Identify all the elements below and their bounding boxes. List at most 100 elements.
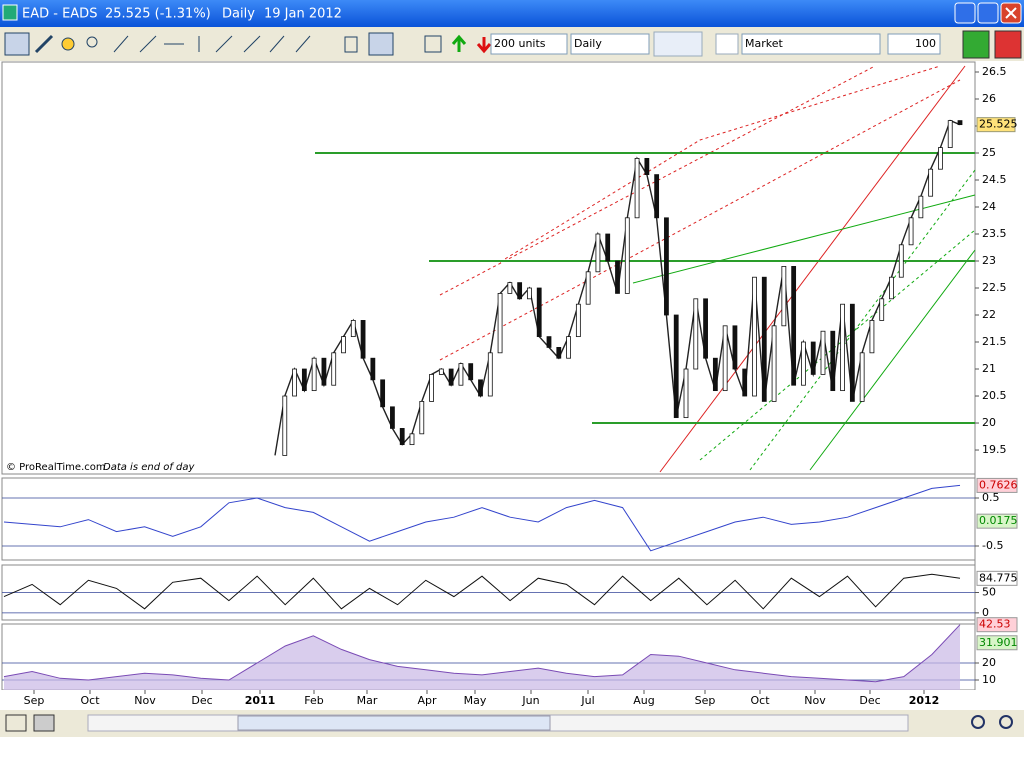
candle — [311, 357, 317, 392]
price-panel — [1, 61, 976, 475]
candle — [898, 244, 904, 278]
x-tick-label: Nov — [134, 694, 156, 707]
candle — [341, 336, 346, 354]
candle — [840, 303, 845, 392]
drawing-tools[interactable] — [113, 35, 311, 53]
candle — [478, 379, 483, 397]
y-tick-label: 20.5 — [982, 389, 1007, 402]
y-tick-label: 24 — [982, 200, 996, 213]
candle — [507, 282, 513, 294]
zoom-out-button[interactable] — [971, 715, 985, 729]
last-price-box — [976, 117, 1016, 133]
candle — [634, 157, 640, 219]
candle — [908, 217, 914, 246]
indicator-button[interactable] — [653, 31, 703, 57]
y-tick-label: 21.5 — [982, 335, 1007, 348]
candle — [801, 341, 806, 386]
candle — [810, 341, 816, 375]
value-box — [976, 513, 1018, 529]
timeframe-select[interactable] — [570, 33, 650, 55]
buy-arrow[interactable] — [451, 34, 467, 52]
scroll-thumb[interactable] — [237, 715, 551, 731]
candle — [605, 233, 611, 262]
quantity-input[interactable] — [887, 33, 941, 55]
zoom-tool[interactable] — [86, 36, 98, 48]
candle — [585, 271, 591, 305]
value-label: 0.0175 — [979, 514, 1018, 527]
order-type-select[interactable] — [741, 33, 881, 55]
zoom-in-button[interactable] — [999, 715, 1013, 729]
toolbar-icons — [4, 32, 492, 56]
candle — [683, 368, 689, 419]
candle — [771, 325, 777, 402]
x-tick-label: Dec — [191, 694, 212, 707]
candle — [575, 303, 581, 338]
candle — [282, 395, 288, 456]
candle — [321, 357, 327, 386]
value-label: 84.775 — [979, 571, 1018, 584]
y-tick-label: 0 — [982, 606, 989, 619]
y-tick-label: 26.5 — [982, 65, 1007, 78]
delete-tool[interactable] — [344, 36, 358, 53]
x-tick-label: 2011 — [245, 694, 276, 707]
x-axis-area — [0, 690, 1024, 710]
y-tick-label: 26 — [982, 92, 996, 105]
settings-button[interactable] — [715, 33, 739, 55]
y-tick-label: 22.5 — [982, 281, 1007, 294]
order-type-value: Market — [745, 37, 783, 50]
x-tick-label: Oct — [750, 694, 770, 707]
candle — [566, 336, 571, 359]
y-tick-label: 20 — [982, 656, 996, 669]
data-note: Data is end of day — [103, 462, 196, 473]
candle — [399, 428, 405, 446]
candle — [830, 330, 836, 392]
candle — [928, 168, 934, 197]
x-tick-label: Sep — [695, 694, 716, 707]
candle — [732, 325, 738, 370]
x-tick-label: Sep — [24, 694, 45, 707]
x-tick-label: May — [464, 694, 487, 707]
units-select[interactable] — [490, 33, 568, 55]
candle — [360, 320, 366, 359]
candle — [624, 217, 630, 294]
alert-tool[interactable] — [61, 37, 75, 51]
x-tick-label: Nov — [804, 694, 826, 707]
y-tick-label: 22 — [982, 308, 996, 321]
channel-tool[interactable] — [368, 32, 394, 56]
candle — [879, 298, 885, 321]
last-price-label: 25.525 — [979, 118, 1018, 131]
candle — [331, 352, 337, 386]
candle — [527, 287, 532, 300]
candle — [712, 357, 718, 392]
mail-button[interactable] — [5, 714, 27, 732]
candle — [918, 195, 924, 219]
indicator-area — [4, 624, 960, 690]
window-quote: 25.525 (-1.31%) — [105, 7, 211, 22]
maximize-button[interactable] — [977, 2, 999, 24]
y-tick-label: 25 — [982, 146, 996, 159]
sell-arrow[interactable] — [476, 37, 492, 54]
ruler-tool[interactable] — [34, 34, 54, 54]
candle — [615, 260, 620, 294]
x-tick-label: Jul — [580, 694, 594, 707]
candle — [859, 352, 865, 402]
candle — [487, 352, 493, 397]
buy-button[interactable] — [962, 30, 990, 59]
candle — [781, 266, 787, 327]
y-tick-label: 10 — [982, 673, 996, 686]
candle — [693, 298, 699, 370]
pointer-tool[interactable] — [4, 32, 30, 56]
text-tool[interactable] — [424, 35, 442, 53]
candle — [791, 266, 797, 386]
print-button[interactable] — [33, 714, 55, 732]
window-period: Daily — [222, 7, 255, 22]
candle — [703, 298, 708, 359]
window-date: 19 Jan 2012 — [264, 7, 342, 22]
candle — [556, 347, 562, 359]
y-tick-label: 23.5 — [982, 227, 1007, 240]
x-tick-label: Apr — [417, 694, 437, 707]
minimize-button[interactable] — [954, 2, 976, 24]
candle — [673, 314, 679, 419]
sell-button[interactable] — [994, 30, 1022, 59]
